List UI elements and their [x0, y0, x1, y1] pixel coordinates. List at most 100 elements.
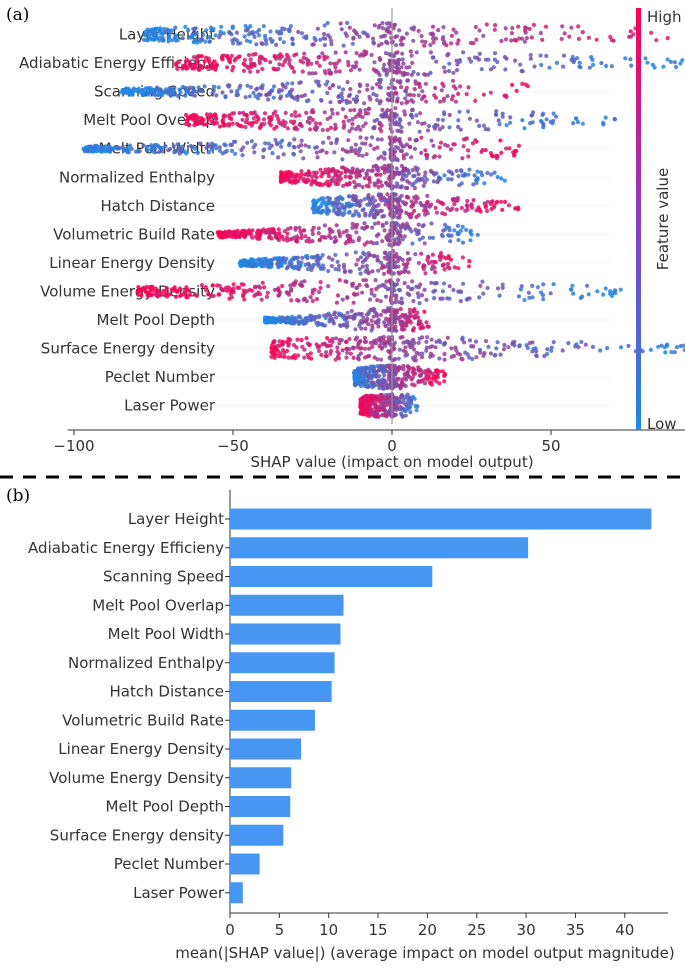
- shap-dot: [139, 293, 144, 298]
- shap-dot: [382, 402, 387, 407]
- shap-dot: [436, 175, 441, 180]
- shap-dot: [289, 93, 294, 98]
- shap-dot: [424, 152, 429, 157]
- shap-dot: [249, 139, 254, 144]
- shap-dot: [257, 27, 262, 32]
- shap-dot: [175, 148, 180, 153]
- shap-dot: [419, 135, 424, 140]
- shap-dot: [416, 260, 421, 266]
- shap-dot: [193, 146, 198, 151]
- shap-dot: [344, 100, 349, 105]
- shap-dot: [336, 229, 341, 234]
- shap-dot: [286, 341, 291, 346]
- shap-dot: [277, 231, 282, 236]
- shap-dot: [393, 320, 398, 325]
- shap-x-axis: −100−50050100: [53, 429, 685, 455]
- shap-dot: [411, 99, 416, 104]
- shap-dot: [401, 363, 406, 369]
- shap-dot: [420, 224, 425, 229]
- shap-dot: [294, 316, 299, 321]
- shap-dot: [292, 69, 297, 74]
- shap-dot: [277, 319, 283, 324]
- shap-dot: [485, 199, 490, 204]
- shap-dot: [278, 52, 283, 57]
- shap-dot: [442, 173, 447, 178]
- shap-dot: [319, 234, 324, 239]
- shap-dot: [345, 295, 350, 300]
- shap-dot: [369, 287, 374, 292]
- shap-dot: [131, 89, 136, 94]
- shap-dot: [357, 89, 362, 94]
- shap-dot: [291, 343, 297, 348]
- shap-dot: [382, 156, 387, 161]
- shap-dot: [149, 87, 155, 92]
- shap-dot: [84, 147, 90, 152]
- shap-dot: [394, 282, 400, 287]
- shap-dot: [461, 144, 466, 149]
- shap-dot: [340, 212, 345, 218]
- shap-dot: [334, 223, 339, 228]
- shap-dot: [500, 282, 505, 287]
- shap-dot: [348, 68, 354, 73]
- shap-dot: [457, 109, 462, 114]
- shap-dot: [173, 288, 178, 293]
- shap-dot: [527, 295, 532, 300]
- shap-dot: [201, 32, 206, 38]
- shap-dot: [500, 111, 505, 116]
- shap-dot: [334, 140, 339, 145]
- shap-dot: [448, 239, 453, 244]
- shap-dot: [544, 53, 549, 59]
- bar: [230, 508, 652, 530]
- shap-dot: [353, 209, 358, 214]
- shap-dot: [357, 339, 362, 344]
- shap-dot: [605, 346, 610, 351]
- shap-dot: [628, 57, 633, 62]
- shap-dot: [418, 111, 423, 116]
- shap-dot: [317, 63, 322, 68]
- shap-dot: [415, 291, 420, 296]
- shap-dot: [221, 114, 226, 119]
- shap-dot: [400, 414, 405, 419]
- shap-dot: [271, 351, 276, 356]
- shap-dot: [649, 30, 654, 35]
- shap-dot: [273, 109, 278, 114]
- shap-dot: [613, 290, 618, 295]
- shap-dot: [363, 141, 368, 146]
- shap-dot: [494, 109, 499, 114]
- shap-dot: [222, 142, 227, 147]
- shap-dot: [191, 40, 196, 45]
- shap-dot: [355, 257, 360, 262]
- shap-dot: [640, 349, 645, 354]
- shap-dot: [299, 31, 304, 36]
- shap-dot: [388, 309, 393, 314]
- shap-dot: [343, 114, 348, 120]
- shap-dot: [489, 172, 494, 177]
- shap-dot: [366, 251, 371, 256]
- shap-dot: [244, 231, 249, 236]
- shap-dot: [261, 227, 266, 232]
- bar: [230, 882, 243, 904]
- shap-dot: [469, 344, 474, 349]
- shap-dot: [394, 156, 399, 162]
- shap-dot: [413, 252, 418, 257]
- shap-dot: [399, 411, 404, 416]
- shap-dot: [448, 208, 453, 213]
- feature-label: Peclet Number: [105, 368, 216, 386]
- shap-dot: [333, 125, 339, 130]
- shap-dot: [261, 24, 266, 29]
- shap-dot: [434, 59, 439, 64]
- shap-dot: [277, 62, 282, 67]
- shap-dot: [234, 30, 239, 35]
- shap-dot: [446, 177, 451, 182]
- shap-dot: [395, 79, 400, 84]
- shap-dot: [248, 57, 253, 62]
- shap-dot: [418, 373, 423, 378]
- shap-dot: [456, 91, 461, 96]
- shap-dot: [366, 168, 371, 173]
- shap-dot: [152, 150, 157, 155]
- shap-dot: [324, 150, 329, 155]
- shap-dot: [227, 116, 232, 121]
- bar-x-tick-label: 10: [319, 921, 338, 939]
- shap-dot: [532, 64, 537, 69]
- shap-dot: [323, 181, 328, 186]
